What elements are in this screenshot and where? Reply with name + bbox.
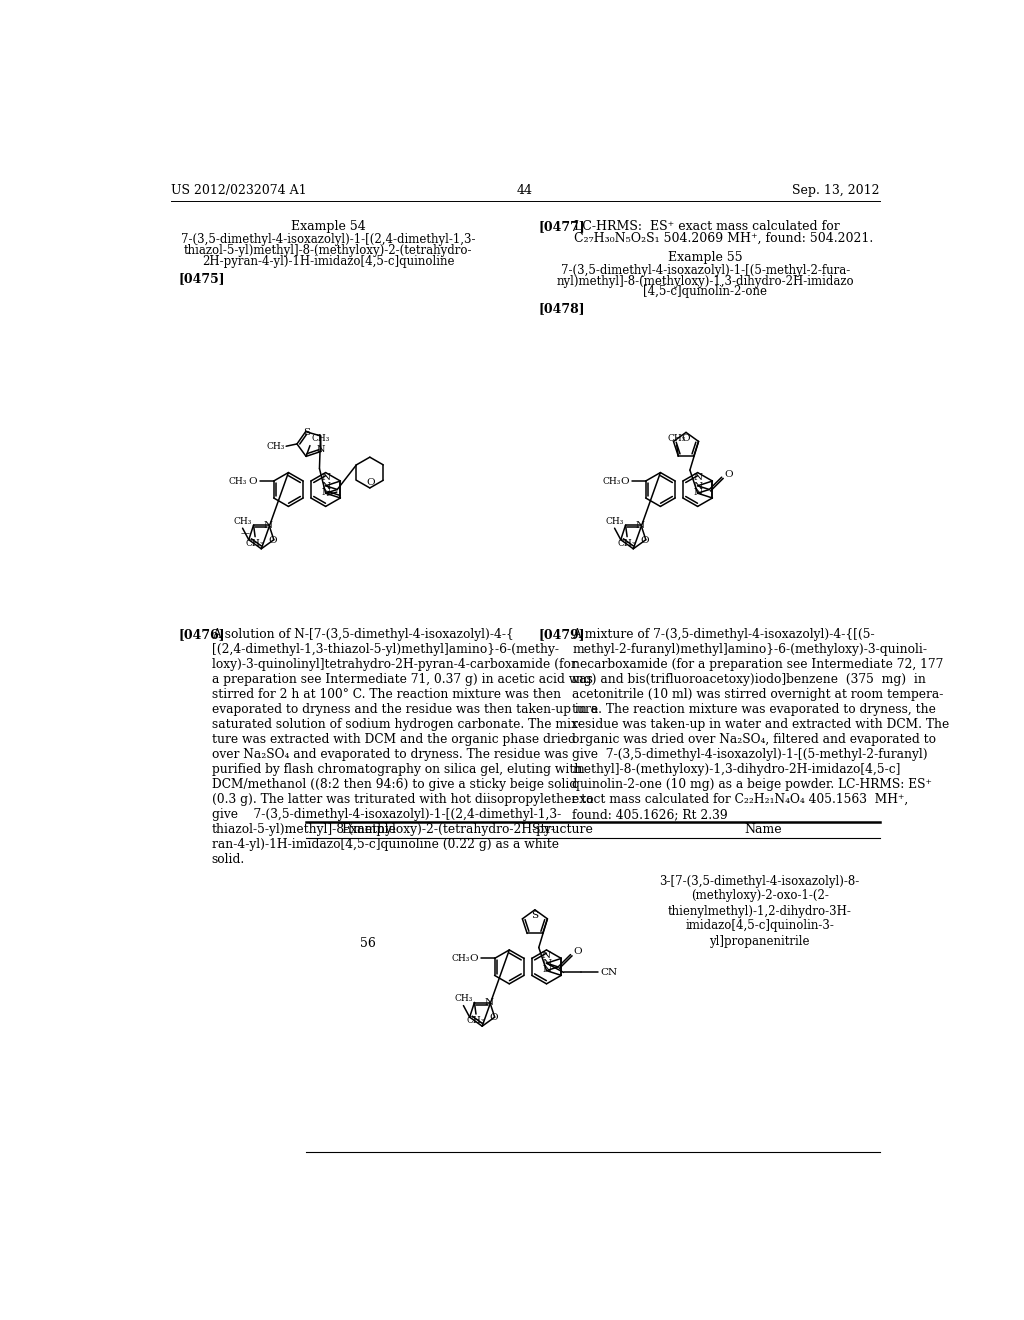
Text: CH₃: CH₃ [617,539,636,548]
Text: 7-(3,5-dimethyl-4-isoxazolyl)-1-[(5-methyl-2-fura-: 7-(3,5-dimethyl-4-isoxazolyl)-1-[(5-meth… [561,264,850,277]
Text: CH₃: CH₃ [266,442,285,450]
Text: O: O [268,536,278,545]
Text: N: N [543,960,552,969]
Text: N: N [694,482,703,491]
Text: N: N [322,482,331,491]
Text: —: — [241,529,250,539]
Text: CH₃: CH₃ [605,517,624,525]
Text: 56: 56 [360,937,376,950]
Text: CH₃: CH₃ [467,1016,485,1026]
Text: [4,5-c]quinolin-2-one: [4,5-c]quinolin-2-one [643,285,767,298]
Text: 44: 44 [517,185,532,197]
Text: CH₃: CH₃ [229,477,248,486]
Text: O: O [725,470,733,479]
Text: N: N [316,445,326,454]
Text: Sep. 13, 2012: Sep. 13, 2012 [793,185,880,197]
Text: [0478]: [0478] [539,302,586,315]
Text: N: N [543,965,552,974]
Text: A mixture of 7-(3,5-dimethyl-4-isoxazolyl)-4-{[(5-
methyl-2-furanyl)methyl]amino: A mixture of 7-(3,5-dimethyl-4-isoxazoly… [572,628,949,821]
Text: [0479]: [0479] [539,628,586,642]
Text: CH₃: CH₃ [311,433,330,442]
Text: N: N [693,474,702,482]
Text: C₂₇H₃₀N₅O₂S₁ 504.2069 MH⁺, found: 504.2021.: C₂₇H₃₀N₅O₂S₁ 504.2069 MH⁺, found: 504.20… [573,231,872,244]
Text: Name: Name [744,824,782,837]
Text: O: O [470,954,478,962]
Text: N: N [484,998,494,1007]
Text: N: N [636,520,645,529]
Text: O: O [249,477,257,486]
Text: CH₃: CH₃ [455,994,473,1003]
Text: Example 54: Example 54 [291,220,366,234]
Text: O: O [367,478,375,487]
Text: [0476]: [0476] [178,628,225,642]
Text: N: N [322,488,331,496]
Text: Example 55: Example 55 [668,251,742,264]
Text: A solution of N-[7-(3,5-dimethyl-4-isoxazolyl)-4-{
[(2,4-dimethyl-1,3-thiazol-5-: A solution of N-[7-(3,5-dimethyl-4-isoxa… [212,628,598,866]
Text: 2H-pyran-4-yl)-1H-imidazo[4,5-c]quinoline: 2H-pyran-4-yl)-1H-imidazo[4,5-c]quinolin… [202,255,455,268]
Text: US 2012/0232074 A1: US 2012/0232074 A1 [171,185,306,197]
Text: nyl)methyl]-8-(methyloxy)-1,3-dihydro-2H-imidazo: nyl)methyl]-8-(methyloxy)-1,3-dihydro-2H… [557,275,854,288]
Text: CH₃: CH₃ [668,434,686,444]
Text: LC-HRMS:  ES⁺ exact mass calculated for: LC-HRMS: ES⁺ exact mass calculated for [573,220,840,234]
Text: O: O [621,477,630,486]
Text: O: O [641,536,649,545]
Text: O: O [682,434,690,444]
Text: O: O [573,946,583,956]
Text: CH₃: CH₃ [452,954,470,962]
Text: S: S [303,428,310,437]
Text: CH₃: CH₃ [602,477,621,486]
Text: N: N [322,474,330,482]
Text: Structure: Structure [531,824,593,837]
Text: S: S [531,911,539,920]
Text: Example: Example [341,824,395,837]
Text: thiazol-5-yl)methyl]-8-(methyloxy)-2-(tetrahydro-: thiazol-5-yl)methyl]-8-(methyloxy)-2-(te… [183,244,472,257]
Text: [0475]: [0475] [178,272,225,285]
Text: CH₃: CH₃ [233,517,252,525]
Text: N: N [694,488,703,496]
Text: CH₃: CH₃ [246,539,264,548]
Text: [0477]: [0477] [539,220,586,234]
Text: O: O [489,1014,499,1023]
Text: 3-[7-(3,5-dimethyl-4-isoxazolyl)-8-
(methyloxy)-2-oxo-1-(2-
thienylmethyl)-1,2-d: 3-[7-(3,5-dimethyl-4-isoxazolyl)-8- (met… [659,874,860,948]
Text: CN: CN [600,968,617,977]
Text: 7-(3,5-dimethyl-4-isoxazolyl)-1-[(2,4-dimethyl-1,3-: 7-(3,5-dimethyl-4-isoxazolyl)-1-[(2,4-di… [180,234,475,246]
Text: N: N [264,520,272,529]
Text: N: N [542,950,551,960]
